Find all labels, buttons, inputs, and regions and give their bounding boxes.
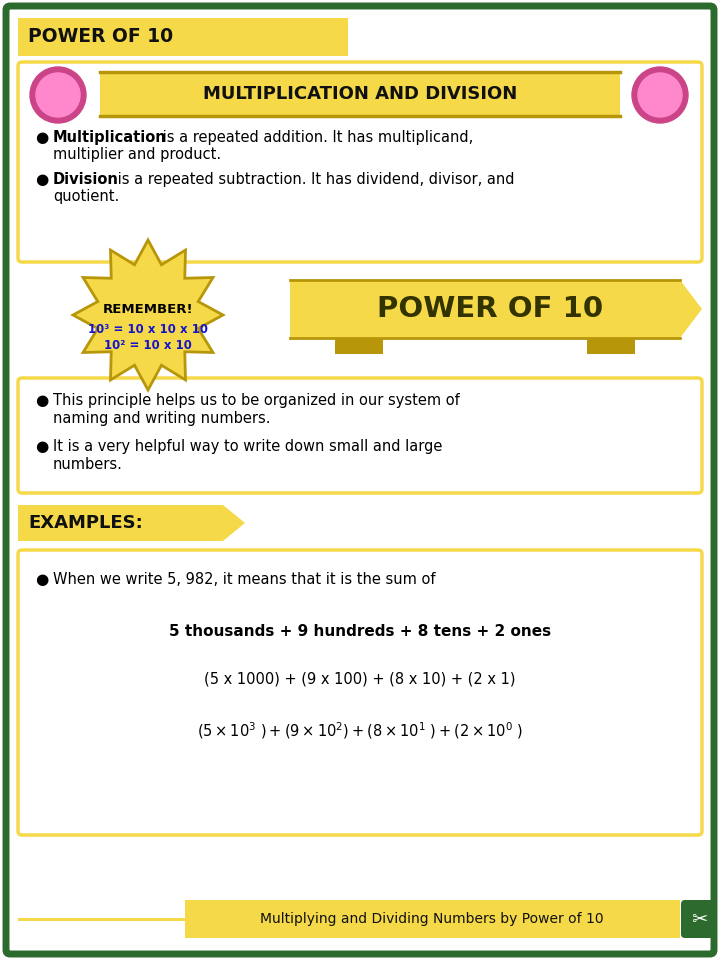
Circle shape bbox=[632, 67, 688, 123]
Polygon shape bbox=[680, 280, 702, 338]
Text: ●: ● bbox=[35, 393, 48, 408]
Circle shape bbox=[36, 73, 80, 117]
Text: quotient.: quotient. bbox=[53, 189, 120, 204]
Text: is a repeated addition. It has multiplicand,: is a repeated addition. It has multiplic… bbox=[158, 130, 473, 145]
Bar bbox=[587, 338, 635, 354]
Text: numbers.: numbers. bbox=[53, 457, 123, 472]
Text: 10² = 10 x 10: 10² = 10 x 10 bbox=[104, 339, 192, 352]
Text: Division: Division bbox=[53, 172, 119, 187]
Text: multiplier and product.: multiplier and product. bbox=[53, 147, 221, 162]
FancyBboxPatch shape bbox=[681, 900, 717, 938]
Text: ●: ● bbox=[35, 130, 48, 145]
Text: (5 x 1000) + (9 x 100) + (8 x 10) + (2 x 1): (5 x 1000) + (9 x 100) + (8 x 10) + (2 x… bbox=[204, 672, 516, 687]
Bar bbox=[18, 18, 348, 56]
Text: When we write 5, 982, it means that it is the sum of: When we write 5, 982, it means that it i… bbox=[53, 572, 436, 587]
Text: Multiplication: Multiplication bbox=[53, 130, 167, 145]
Circle shape bbox=[638, 73, 682, 117]
Bar bbox=[185, 900, 680, 938]
FancyBboxPatch shape bbox=[18, 62, 702, 262]
Text: REMEMBER!: REMEMBER! bbox=[103, 303, 193, 316]
Text: It is a very helpful way to write down small and large: It is a very helpful way to write down s… bbox=[53, 439, 442, 454]
Polygon shape bbox=[223, 505, 245, 541]
FancyBboxPatch shape bbox=[6, 6, 714, 954]
Text: This principle helps us to be organized in our system of: This principle helps us to be organized … bbox=[53, 393, 460, 408]
Bar bbox=[335, 338, 383, 354]
Text: 5 thousands + 9 hundreds + 8 tens + 2 ones: 5 thousands + 9 hundreds + 8 tens + 2 on… bbox=[169, 624, 551, 639]
Text: MULTIPLICATION AND DIVISION: MULTIPLICATION AND DIVISION bbox=[203, 85, 517, 103]
Text: POWER OF 10: POWER OF 10 bbox=[28, 28, 173, 46]
Circle shape bbox=[30, 67, 86, 123]
Text: is a repeated subtraction. It has dividend, divisor, and: is a repeated subtraction. It has divide… bbox=[113, 172, 515, 187]
Text: Multiplying and Dividing Numbers by Power of 10: Multiplying and Dividing Numbers by Powe… bbox=[260, 912, 604, 926]
Text: 10³ = 10 x 10 x 10: 10³ = 10 x 10 x 10 bbox=[88, 323, 208, 336]
Text: POWER OF 10: POWER OF 10 bbox=[377, 295, 603, 323]
Polygon shape bbox=[268, 280, 290, 338]
Bar bbox=[18, 918, 185, 921]
Text: ✂: ✂ bbox=[690, 909, 707, 928]
Text: EXAMPLES:: EXAMPLES: bbox=[28, 514, 143, 532]
Text: $( 5 \times 10^{3}\ ) + ( 9 \times 10^{2}) + ( 8 \times 10^{1}\ ) + ( 2 \times 1: $( 5 \times 10^{3}\ ) + ( 9 \times 10^{2… bbox=[197, 720, 523, 741]
Bar bbox=[290, 280, 680, 338]
Bar bbox=[100, 72, 620, 116]
Bar bbox=[18, 505, 223, 541]
Polygon shape bbox=[73, 240, 223, 390]
FancyBboxPatch shape bbox=[18, 550, 702, 835]
Text: ●: ● bbox=[35, 572, 48, 587]
Text: naming and writing numbers.: naming and writing numbers. bbox=[53, 411, 271, 426]
Text: ●: ● bbox=[35, 439, 48, 454]
FancyBboxPatch shape bbox=[18, 378, 702, 493]
Text: ●: ● bbox=[35, 172, 48, 187]
